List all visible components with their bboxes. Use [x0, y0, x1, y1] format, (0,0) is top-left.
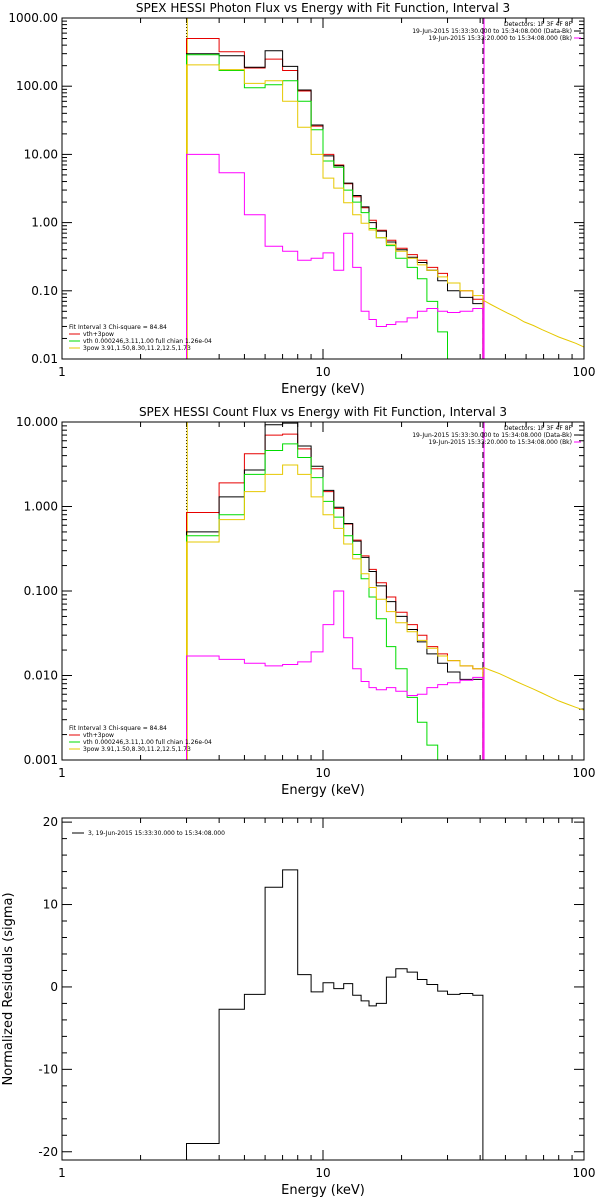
legend-label: vth+3pow [83, 331, 114, 338]
y-tick-label: 0.001 [24, 753, 58, 767]
x-tick-label: 10 [315, 766, 330, 780]
plot-frame [61, 817, 585, 1161]
header-line: 19-Jun-2015 15:33:30.000 to 15:34:08.000… [412, 28, 572, 35]
header-line: 19-Jun-2015 15:33:20.000 to 15:34:08.000… [429, 439, 572, 446]
y-tick-label: 0.10 [31, 284, 58, 298]
header-line: Detectors: 1F 3F 4F 8F [504, 425, 573, 432]
legend-label: 3, 19-Jun-2015 15:33:30.000 to 15:34:08.… [88, 830, 225, 837]
series-line-2 [186, 422, 484, 760]
series-group [186, 869, 484, 1160]
header-line: 19-Jun-2015 15:33:20.000 to 15:34:08.000… [429, 35, 572, 42]
series-line-6 [482, 299, 584, 348]
x-tick-label: 10 [315, 365, 330, 379]
series-group [186, 422, 584, 760]
x-axis-label: Energy (keV) [281, 783, 365, 798]
chart-title: SPEX HESSI Photon Flux vs Energy with Fi… [136, 1, 510, 15]
chart-panel-2: SPEX HESSI Count Flux vs Energy with Fit… [16, 405, 595, 798]
y-tick-label: 20 [43, 815, 58, 829]
series-line-4 [186, 64, 484, 359]
y-tick-label: 1.000 [24, 500, 58, 514]
legend-label: 3pow 3.91,1.50,8.30,11.2,12.5,1.73 [83, 746, 191, 753]
y-tick-label: 0.010 [24, 669, 58, 683]
y-tick-label: -10 [38, 1062, 58, 1076]
series-line-1 [186, 869, 484, 1160]
series-line-4 [186, 464, 484, 760]
x-tick-label: 100 [573, 1166, 596, 1180]
series-line-5 [186, 590, 484, 760]
legend-label: vth 0.000246,3.11,1.00 full chian 1.26e-… [83, 739, 212, 746]
series-line-6 [482, 666, 584, 711]
x-tick-label: 1 [58, 766, 66, 780]
x-tick-label: 10 [315, 1166, 330, 1180]
chart-panel-1: SPEX HESSI Photon Flux vs Energy with Fi… [8, 1, 595, 397]
series-line-5 [186, 153, 484, 359]
y-tick-label: 0.100 [24, 584, 58, 598]
y-tick-label: 0.01 [31, 352, 58, 366]
legend-label: 3pow 3.91,1.50,8.30,11.2,12.5,1.73 [83, 345, 191, 352]
header-line: 19-Jun-2015 15:33:30.000 to 15:34:08.000… [412, 432, 572, 439]
series-line-3 [186, 54, 483, 359]
x-tick-label: 100 [573, 365, 596, 379]
legend-title: Fit Interval 3 Chi-square = 84.84 [69, 324, 167, 331]
series-line-1 [186, 38, 484, 359]
y-tick-label: 100.00 [16, 79, 58, 93]
y-tick-label: 10.00 [24, 147, 58, 161]
series-line-3 [186, 443, 483, 760]
y-tick-label: 10.000 [16, 415, 58, 429]
series-line-2 [186, 50, 484, 359]
x-axis-label: Energy (keV) [281, 382, 365, 397]
series-line-1 [186, 433, 484, 760]
x-tick-label: 1 [58, 1166, 66, 1180]
x-axis-label: Energy (keV) [281, 1183, 365, 1198]
legend-label: vth 0.000246,3.11,1.00 full chian 1.26e-… [83, 338, 212, 345]
y-tick-label: -20 [38, 1145, 58, 1159]
header-line: Detectors: 1F 3F 4F 8F [504, 21, 573, 28]
chart-panel-3: 1 10 100 -20 -10 0 10 20 Energy (keV) Normalized … [1, 815, 595, 1198]
y-tick-label: 1.00 [31, 216, 58, 230]
y-tick-label: 1000.00 [8, 11, 58, 25]
x-tick-label: 100 [573, 766, 596, 780]
x-tick-label: 1 [58, 365, 66, 379]
series-group [186, 38, 584, 359]
plot-frame [61, 17, 585, 360]
legend-title: Fit Interval 3 Chi-square = 84.84 [69, 725, 167, 732]
y-tick-label: 0 [50, 980, 58, 994]
y-tick-label: 10 [43, 898, 58, 912]
legend-label: vth+3pow [83, 732, 114, 739]
y-axis-label: Normalized Residuals (sigma) [1, 892, 16, 1085]
chart-title: SPEX HESSI Count Flux vs Energy with Fit… [139, 405, 507, 419]
plot-frame [61, 421, 585, 761]
